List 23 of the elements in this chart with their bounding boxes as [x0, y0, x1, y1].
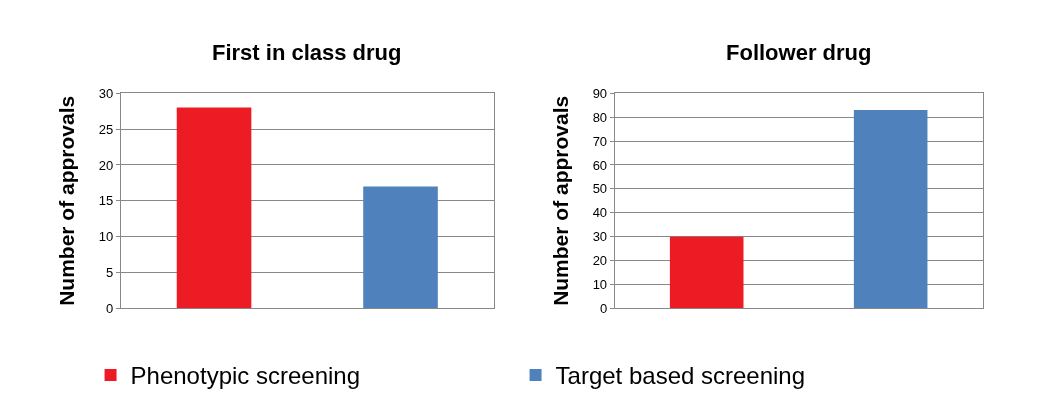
chart-title: Follower drug	[726, 40, 872, 65]
y-axis-title: Number of approvals	[548, 95, 572, 306]
y-tick-label: 20	[592, 253, 608, 269]
y-tick-label: 25	[98, 121, 114, 137]
y-tick-label: 60	[592, 157, 608, 173]
y-tick-label: 10	[98, 229, 114, 245]
y-tick-label: 10	[592, 277, 608, 293]
y-tick-label: 70	[592, 133, 608, 149]
chart-title: First in class drug	[212, 40, 402, 65]
y-tick-label: 30	[592, 229, 608, 245]
y-tick-label: 50	[592, 181, 608, 197]
y-tick-label: 5	[105, 265, 114, 281]
y-tick-label: 0	[105, 301, 114, 317]
y-tick-label: 0	[599, 301, 608, 317]
y-tick-label: 20	[98, 157, 114, 173]
y-tick-label: 80	[592, 109, 608, 125]
y-tick-label: 90	[592, 85, 608, 101]
legend-label: Target based screening	[555, 362, 806, 390]
y-tick-label: 30	[98, 85, 114, 101]
legend-label: Phenotypic screening	[130, 362, 361, 390]
y-axis-title: Number of approvals	[54, 95, 78, 306]
y-tick-label: 40	[592, 205, 608, 221]
y-tick-label: 15	[98, 193, 114, 209]
